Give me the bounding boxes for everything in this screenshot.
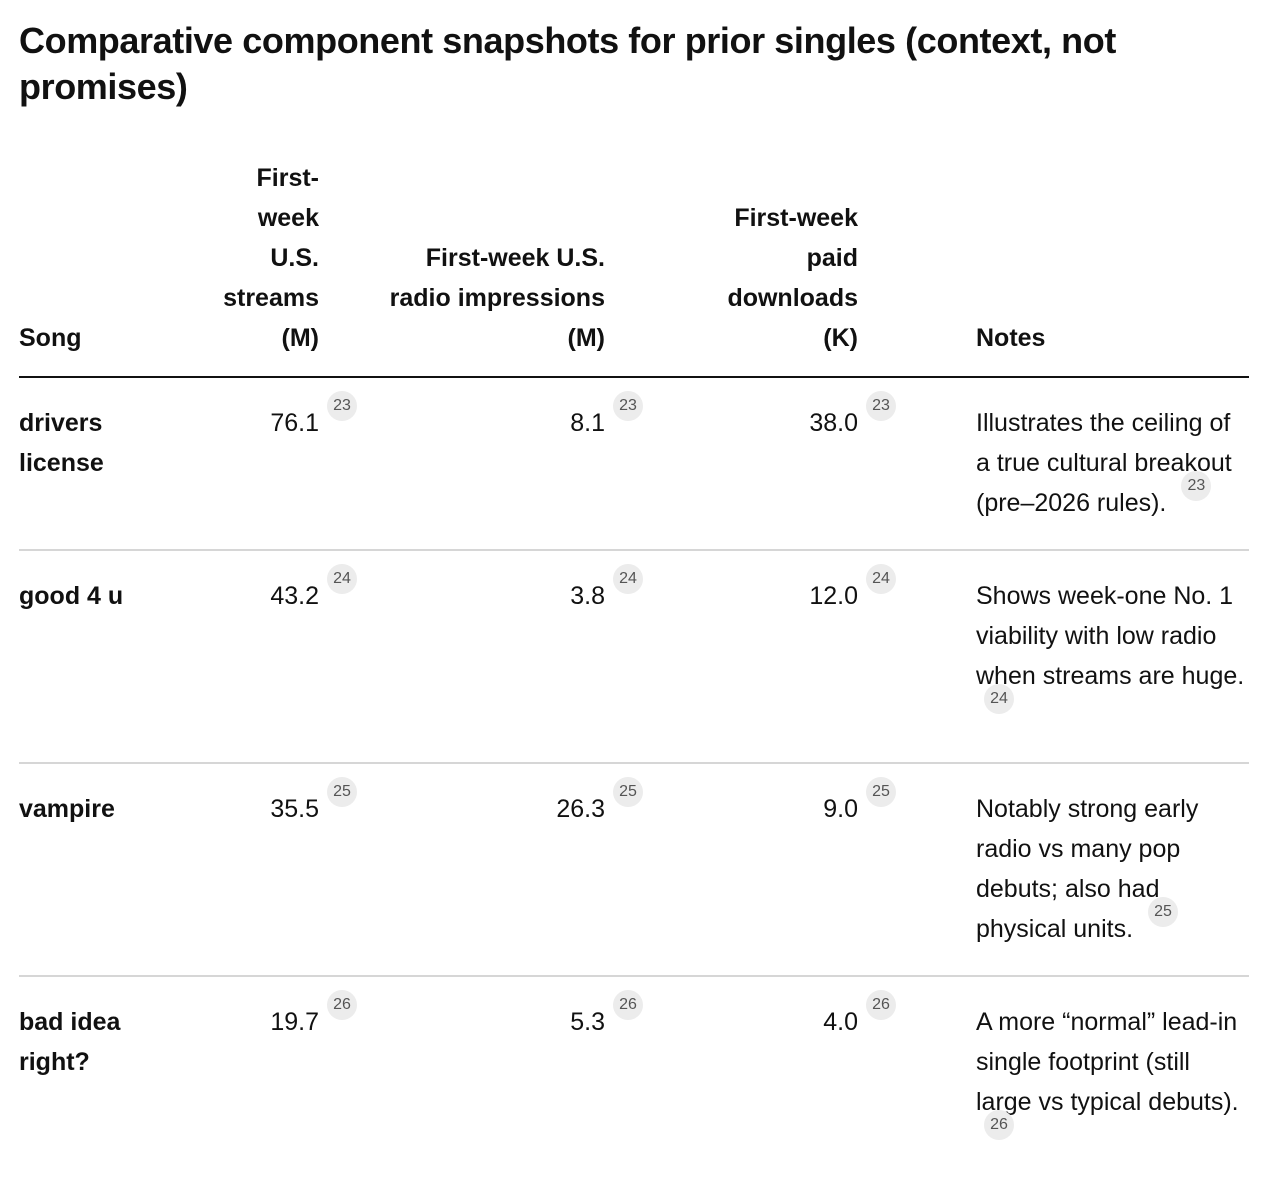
column-header-downloads: First-week paid downloads (K) [658,158,911,378]
table-body: drivers license 76.1 23 8.1 23 38.0 23 Illu… [19,377,1249,1188]
column-header-notes: Notes [911,158,1249,378]
downloads-value: 9.0 [823,795,858,823]
page-title: Comparative component snapshots for prio… [19,20,1116,107]
citation-badge[interactable]: 23 [613,391,643,421]
header-row: Song First-week U.S. streams (M) First-w… [19,158,1249,378]
streams-value: 43.2 [270,582,319,610]
citation-badge[interactable]: 26 [327,990,357,1020]
table-header: Song First-week U.S. streams (M) First-w… [19,158,1249,378]
radio-cell: 26.3 25 [372,763,658,977]
table-row: drivers license 76.1 23 8.1 23 38.0 23 Illu… [19,377,1249,551]
citation-badge[interactable]: 26 [866,990,896,1020]
citation-badge[interactable]: 26 [984,1110,1014,1140]
citation-badge[interactable]: 24 [984,684,1014,714]
notes-text: Illustrates the ceiling of a true cultur… [976,409,1232,517]
notes-text: Shows week-one No. 1 viability with low … [976,582,1245,690]
citation-badge[interactable]: 25 [1147,897,1178,927]
radio-value: 3.8 [570,582,605,610]
citation-badge[interactable]: 24 [327,564,357,594]
notes-text: Notably strong early radio vs many pop d… [976,795,1199,943]
downloads-cell: 12.0 24 [658,550,911,764]
notes-cell: Illustrates the ceiling of a true cultur… [911,377,1249,551]
radio-value: 8.1 [570,409,605,437]
column-header-streams: First-week U.S. streams (M) [195,158,372,378]
downloads-value: 38.0 [809,409,858,437]
column-header-radio: First-week U.S. radio impressions (M) [372,158,658,378]
notes-cell: Notably strong early radio vs many pop d… [911,763,1249,977]
notes-text: A more “normal” lead-in single footprint… [976,1008,1239,1116]
song-name: bad idea right? [19,1008,121,1076]
radio-cell: 3.8 24 [372,550,658,764]
column-header-song: Song [19,158,195,378]
downloads-cell: 9.0 25 [658,763,911,977]
table-row: good 4 u 43.2 24 3.8 24 12.0 24 Shows week-… [19,550,1249,764]
radio-value: 26.3 [556,795,605,823]
streams-cell: 43.2 24 [195,550,372,764]
citation-badge[interactable]: 25 [327,777,357,807]
streams-value: 76.1 [270,409,319,437]
streams-value: 19.7 [270,1008,319,1036]
downloads-cell: 4.0 26 [658,976,911,1188]
citation-badge[interactable]: 26 [613,990,643,1020]
song-name: drivers license [19,377,195,551]
notes-cell: A more “normal” lead-in single footprint… [911,976,1249,1188]
streams-cell: 19.7 26 [195,976,372,1188]
comparison-table: Song First-week U.S. streams (M) First-w… [19,158,1249,1188]
streams-cell: 76.1 23 [195,377,372,551]
song-name: good 4 u [19,550,195,764]
table-row: bad idea right? 19.7 26 5.3 26 4.0 26 A mor… [19,976,1249,1188]
citation-badge[interactable]: 23 [1181,471,1212,501]
citation-badge[interactable]: 23 [327,391,357,421]
streams-cell: 35.5 25 [195,763,372,977]
citation-badge[interactable]: 23 [866,391,896,421]
citation-badge[interactable]: 25 [866,777,896,807]
citation-badge[interactable]: 24 [866,564,896,594]
downloads-cell: 38.0 23 [658,377,911,551]
downloads-value: 12.0 [809,582,858,610]
streams-value: 35.5 [270,795,319,823]
citation-badge[interactable]: 24 [613,564,643,594]
downloads-value: 4.0 [823,1008,858,1036]
table-row: vampire 35.5 25 26.3 25 9.0 25 Notably stro… [19,763,1249,977]
notes-cell: Shows week-one No. 1 viability with low … [911,550,1249,764]
radio-value: 5.3 [570,1008,605,1036]
citation-badge[interactable]: 25 [613,777,643,807]
radio-cell: 5.3 26 [372,976,658,1188]
radio-cell: 8.1 23 [372,377,658,551]
song-name: vampire [19,763,195,977]
